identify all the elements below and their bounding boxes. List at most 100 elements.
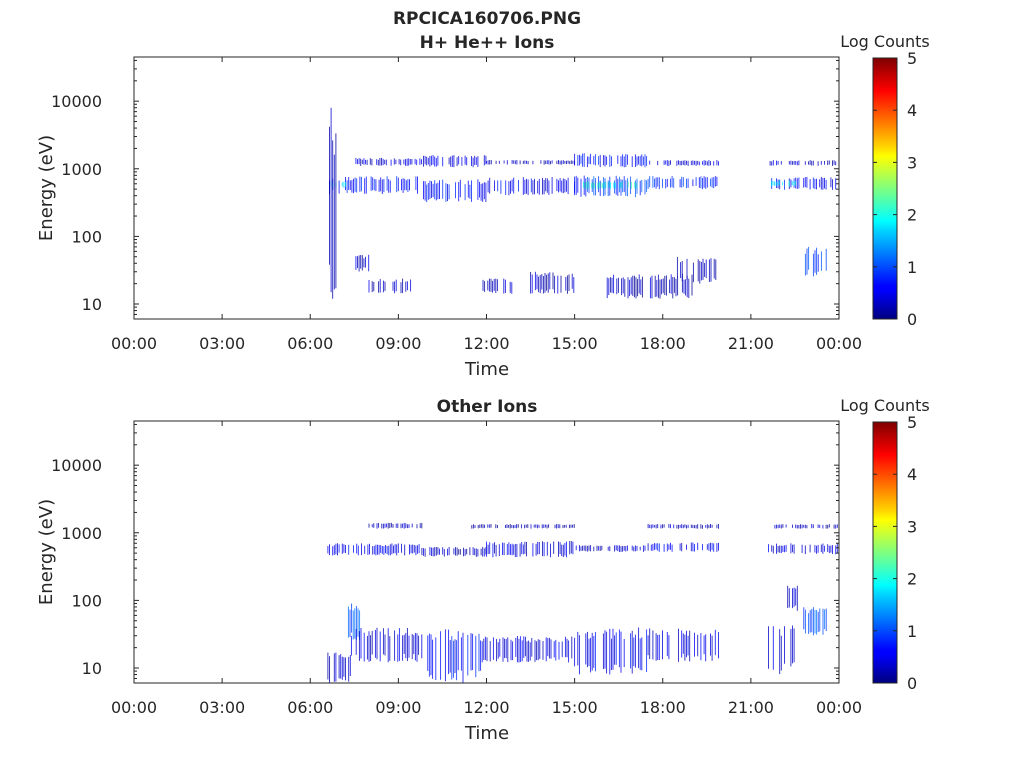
x-tick-label: 06:00 [287, 334, 333, 353]
x-tick-label: 06:00 [287, 698, 333, 717]
panel-top-spectrogram [329, 107, 839, 299]
colorbar-tick-label: 4 [907, 465, 917, 484]
y-tick-label: 1000 [61, 524, 102, 543]
x-tick-label: 03:00 [199, 698, 245, 717]
colorbar-tick-label: 2 [907, 206, 917, 225]
panel-top-y-ticks: 10 100 1000 10000 [51, 59, 839, 320]
spectrogram-band [768, 625, 795, 675]
panel-top-ylabel: Energy (eV) [36, 135, 57, 241]
spectrogram-band [481, 636, 573, 663]
colorbar-tick-label: 1 [907, 258, 917, 277]
x-tick-label: 03:00 [199, 334, 245, 353]
x-tick-label: 18:00 [640, 334, 686, 353]
spectrogram-band [676, 257, 717, 284]
spectrogram-band [327, 543, 420, 556]
x-tick-label: 15:00 [552, 698, 598, 717]
spectrogram-band [355, 157, 422, 166]
spectrogram-band [804, 246, 827, 277]
y-tick-label: 10 [82, 659, 102, 678]
spectrogram-band [606, 273, 693, 299]
spectrogram-band [427, 629, 482, 683]
spectrogram-band [330, 181, 346, 188]
x-tick-label: 21:00 [728, 334, 774, 353]
y-tick-label: 1000 [61, 160, 102, 179]
colorbar-tick-label: 5 [907, 49, 917, 68]
panel-bottom-plot [327, 522, 839, 683]
colorbar-tick-label: 4 [907, 101, 917, 120]
x-tick-label: 21:00 [728, 698, 774, 717]
colorbar-tick-label: 0 [907, 674, 917, 693]
spectrogram-band [803, 607, 827, 636]
panel-top-axes-frame [133, 56, 840, 320]
panel-top-x-ticks: 00:00 03:00 06:00 09:00 12:00 15:00 18:00 21:00… [111, 57, 862, 353]
spectrogram-band [482, 278, 513, 294]
spectrogram-band [368, 278, 412, 294]
panel-bottom-colorbar [872, 421, 898, 684]
spectrogram-band [486, 160, 575, 165]
x-tick-label: 09:00 [375, 698, 421, 717]
spectrogram-band [771, 176, 839, 190]
x-tick-label: 18:00 [640, 698, 686, 717]
panel-bottom-colorbar-ticks: 0 1 2 3 4 5 [873, 413, 917, 693]
y-tick-label: 100 [71, 591, 102, 610]
spectrogram-band [574, 175, 648, 198]
spectrogram-band [582, 181, 637, 190]
spectrogram-band [575, 545, 646, 552]
x-tick-label: 00:00 [111, 334, 157, 353]
colorbar-tick-label: 5 [907, 413, 917, 432]
colorbar-tick-label: 2 [907, 570, 917, 589]
panel-bottom-spectrogram [327, 522, 839, 683]
y-tick-label: 100 [71, 227, 102, 246]
spectrogram-band [423, 179, 487, 203]
panel-top-title: H+ He++ Ions [420, 33, 555, 53]
spectrogram-band [647, 176, 718, 190]
panel-bottom-xlabel: Time [464, 723, 509, 744]
spectrogram-band [355, 254, 370, 272]
spectrogram-band [768, 543, 839, 555]
spectrogram-band [329, 176, 418, 195]
spectrogram-band [647, 524, 719, 529]
panel-top-plot [329, 107, 839, 299]
spectrogram-band [327, 652, 351, 683]
spectrogram-band [487, 177, 575, 196]
spectrogram-band [368, 522, 423, 529]
panel-top: H+ He++ Ions 00:00 03:00 06:00 09:00 12:00 15… [36, 32, 930, 380]
colorbar-tick-label: 1 [907, 622, 917, 641]
panel-top-colorbar-label: Log Counts [840, 32, 930, 51]
x-tick-label: 00:00 [816, 698, 862, 717]
spectrogram-band [486, 541, 574, 558]
spectrogram-band [649, 160, 719, 166]
y-tick-label: 10000 [51, 92, 102, 111]
colorbar-tick-label: 3 [907, 153, 917, 172]
panel-top-xlabel: Time [464, 359, 509, 380]
spectrogram-band [574, 153, 648, 168]
panel-bottom-y-ticks: 10 100 1000 10000 [51, 423, 839, 684]
spectrogram-band [350, 627, 423, 663]
x-tick-label: 12:00 [463, 334, 509, 353]
panel-bottom-title: Other Ions [437, 397, 538, 417]
x-tick-label: 00:00 [816, 334, 862, 353]
panel-top-colorbar [872, 57, 898, 320]
spectrogram-band [774, 524, 838, 529]
spectrogram-band [421, 546, 487, 557]
x-tick-label: 12:00 [463, 698, 509, 717]
panel-bottom-colorbar-label: Log Counts [840, 396, 930, 415]
y-tick-label: 10 [82, 295, 102, 314]
x-tick-label: 09:00 [375, 334, 421, 353]
figure-title: RPCICA160706.PNG [393, 9, 581, 29]
spectrogram-band [471, 524, 575, 529]
spectrogram-band [329, 107, 337, 299]
x-tick-label: 15:00 [552, 334, 598, 353]
spectrogram-band [769, 160, 839, 166]
spectrogram-band [787, 585, 798, 611]
spectrogram-band [770, 180, 796, 187]
spectrogram-band [647, 542, 719, 552]
panel-bottom: Other Ions 00:00 03:00 06:00 09:00 12:00 15:0… [36, 396, 930, 744]
spectrogram-band [647, 628, 719, 662]
panel-bottom-ylabel: Energy (eV) [36, 499, 57, 605]
y-tick-label: 10000 [51, 456, 102, 475]
spectrogram-band [574, 627, 648, 675]
spectrogram-band [423, 155, 487, 168]
panel-bottom-x-ticks: 00:00 03:00 06:00 09:00 12:00 15:00 18:00 21:00… [111, 421, 862, 717]
